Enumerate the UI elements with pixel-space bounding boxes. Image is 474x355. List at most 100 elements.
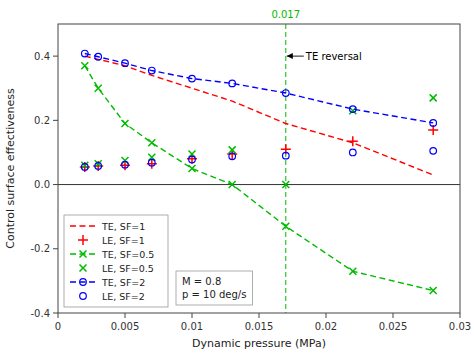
x-axis-label: Dynamic pressure (MPa)	[192, 337, 326, 350]
y-axis-label: Control surface effectiveness	[4, 88, 17, 249]
data-point	[122, 60, 129, 67]
data-point	[283, 152, 290, 159]
annotation: TE reversal	[287, 51, 362, 62]
series	[80, 125, 438, 172]
data-point	[95, 85, 102, 92]
legend-label: TE, SF=0.5	[101, 249, 154, 260]
legend-label: TE, SF=1	[101, 221, 145, 232]
y-tick	[53, 120, 58, 121]
series	[82, 148, 437, 171]
series	[81, 62, 436, 294]
legend-label: LE, SF=1	[102, 235, 145, 246]
data-point	[122, 161, 129, 168]
series-line	[85, 56, 433, 175]
data-point	[189, 75, 196, 82]
legend-marker	[78, 235, 88, 245]
x-tick-label: 0.025	[379, 321, 408, 332]
data-point	[350, 106, 357, 113]
legend-marker	[80, 265, 87, 272]
y-tick	[53, 184, 58, 185]
y-tick-label: 0.4	[34, 51, 50, 62]
text-box-frame	[176, 271, 252, 305]
data-point	[120, 160, 130, 170]
data-point	[430, 120, 437, 127]
series-line	[85, 54, 433, 123]
legend-box	[64, 215, 168, 307]
legend-marker	[80, 251, 87, 258]
y-tick	[53, 313, 58, 314]
legend-marker	[80, 293, 87, 300]
data-layer	[58, 24, 460, 313]
y-tick-label: -0.2	[30, 243, 50, 254]
y-tick-label: 0.2	[34, 115, 50, 126]
zero-line	[58, 184, 460, 185]
data-point	[229, 153, 236, 160]
legend: TE, SF=1 LE, SF=1 TE, SF=0.5 LE, SF=0.5 TE, …	[64, 215, 168, 307]
legend-label: TE, SF=2	[101, 277, 145, 288]
data-point	[149, 159, 156, 166]
reference-line	[285, 24, 286, 313]
plot-frame	[58, 24, 460, 313]
data-point	[229, 80, 236, 87]
data-point	[82, 50, 89, 57]
series	[81, 94, 436, 188]
data-point	[82, 164, 89, 171]
x-tick-label: 0.03	[449, 321, 471, 332]
text-box-line: M = 0.8	[182, 276, 221, 287]
data-point	[189, 156, 196, 163]
x-tick	[192, 313, 193, 318]
y-tick-label: 0.0	[34, 179, 50, 190]
data-point	[95, 163, 102, 170]
legend-swatch	[70, 281, 96, 282]
text-box: M = 0.8 p = 10 deg/s	[176, 271, 252, 305]
data-point	[149, 67, 156, 74]
data-point	[148, 139, 155, 146]
legend-swatch	[70, 225, 96, 226]
text-box-text: M = 0.8 p = 10 deg/s	[182, 276, 246, 300]
data-point	[229, 146, 236, 153]
x-tick-label: 0.01	[181, 321, 203, 332]
data-point	[122, 120, 129, 127]
x-tick	[125, 313, 126, 318]
x-tick-label: 0.015	[245, 321, 274, 332]
data-point	[430, 287, 437, 294]
x-tick-label: 0.02	[315, 321, 337, 332]
data-point	[95, 53, 102, 60]
data-point	[283, 90, 290, 97]
x-tick	[460, 313, 461, 318]
plot-area	[58, 24, 460, 313]
data-point	[282, 223, 289, 230]
series	[85, 56, 433, 175]
annotation-arrowhead	[287, 53, 293, 59]
data-point	[81, 62, 88, 69]
x-tick	[58, 313, 59, 318]
y-tick	[53, 56, 58, 57]
data-point	[430, 94, 437, 101]
data-point	[350, 149, 357, 156]
data-point	[349, 268, 356, 275]
x-tick-label: 0.005	[111, 321, 140, 332]
data-point	[187, 154, 197, 164]
series-line	[85, 66, 433, 291]
data-point	[229, 181, 236, 188]
data-point	[430, 148, 437, 155]
chart: 0 0.005 0.01 0.015 0.02 0.025 0.03 -0.4 -0.2 0.0 0…	[0, 0, 474, 355]
text-box-line: p = 10 deg/s	[182, 289, 246, 300]
data-point	[189, 165, 196, 172]
y-tick-label: -0.4	[30, 308, 50, 319]
data-point	[282, 181, 289, 188]
reference-line-label: 0.017	[271, 9, 300, 20]
legend-label: LE, SF=0.5	[102, 263, 154, 274]
axes: 0 0.005 0.01 0.015 0.02 0.025 0.03 -0.4 -0.2 0.0 0…	[30, 51, 471, 332]
legend-marker	[80, 279, 87, 286]
annotation-text: TE reversal	[305, 51, 362, 62]
data-point	[93, 161, 103, 171]
series	[82, 50, 437, 126]
x-tick	[393, 313, 394, 318]
data-point	[348, 136, 358, 146]
y-tick	[53, 248, 58, 249]
data-point	[80, 162, 90, 172]
x-tick-label: 0	[55, 321, 61, 332]
legend-label: LE, SF=2	[102, 291, 145, 302]
x-tick	[326, 313, 327, 318]
